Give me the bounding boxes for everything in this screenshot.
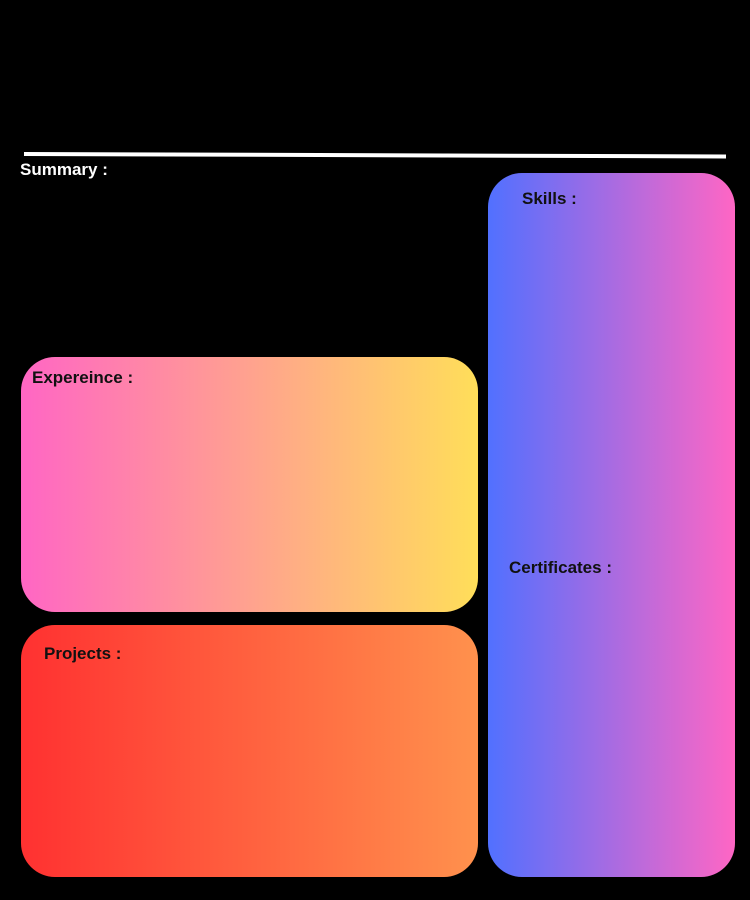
certificates-heading: Certificates : [509,558,612,577]
summary-heading: Summary : [20,160,108,179]
projects-heading: Projects : [44,644,122,663]
experience-card: Expereince : [21,357,478,612]
experience-heading: Expereince : [32,368,134,387]
skills-heading: Skills : [522,189,577,208]
header-divider [23,152,727,159]
skills-card: Skills : Certificates : [488,173,735,877]
projects-card: Projects : [21,625,478,877]
